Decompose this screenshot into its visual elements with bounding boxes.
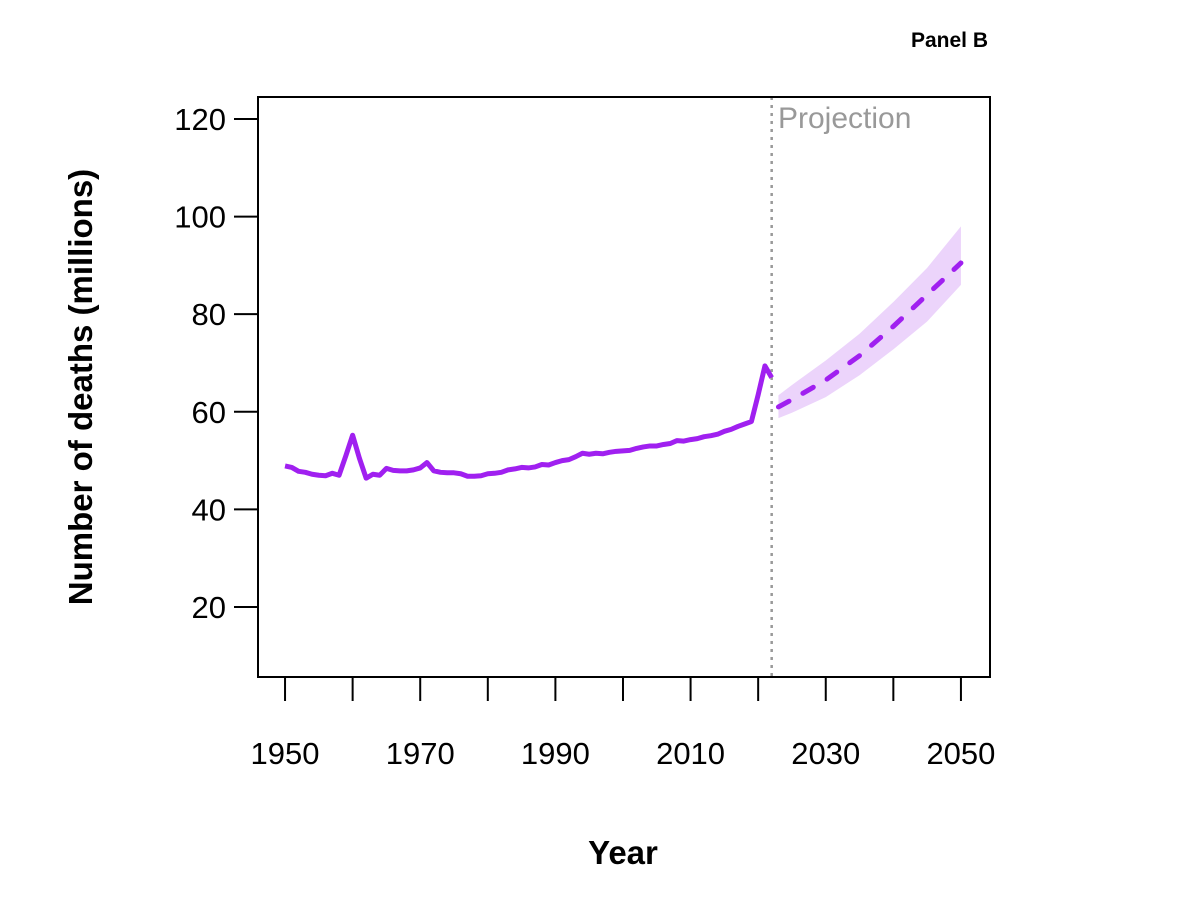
y-tick-label: 100 <box>174 200 226 235</box>
y-tick-label: 60 <box>192 395 226 430</box>
x-tick-label: 1950 <box>251 736 320 771</box>
projection-label: Projection <box>778 102 911 135</box>
x-tick-label: 2050 <box>926 736 995 771</box>
y-tick-label: 120 <box>174 102 226 137</box>
plot-frame <box>257 96 991 678</box>
panel-label: Panel B <box>911 29 988 52</box>
y-axis-label: Number of deaths (millions) <box>62 169 99 605</box>
y-tick-label: 40 <box>192 492 226 527</box>
historical-series-line <box>284 363 774 481</box>
x-axis-label: Year <box>588 834 658 871</box>
x-tick-label: 1970 <box>386 736 455 771</box>
x-tick-label: 2030 <box>791 736 860 771</box>
projection-series-line <box>775 260 964 410</box>
x-tick-label: 1990 <box>521 736 590 771</box>
plot-area: 20 40 60 80 100 120 1950 1970 1990 2010 2030 2050 <box>174 96 995 771</box>
y-tick-label: 80 <box>192 297 226 332</box>
y-tick-label: 20 <box>192 590 226 625</box>
x-tick-label: 2010 <box>656 736 725 771</box>
projection-uncertainty-band <box>778 226 961 419</box>
